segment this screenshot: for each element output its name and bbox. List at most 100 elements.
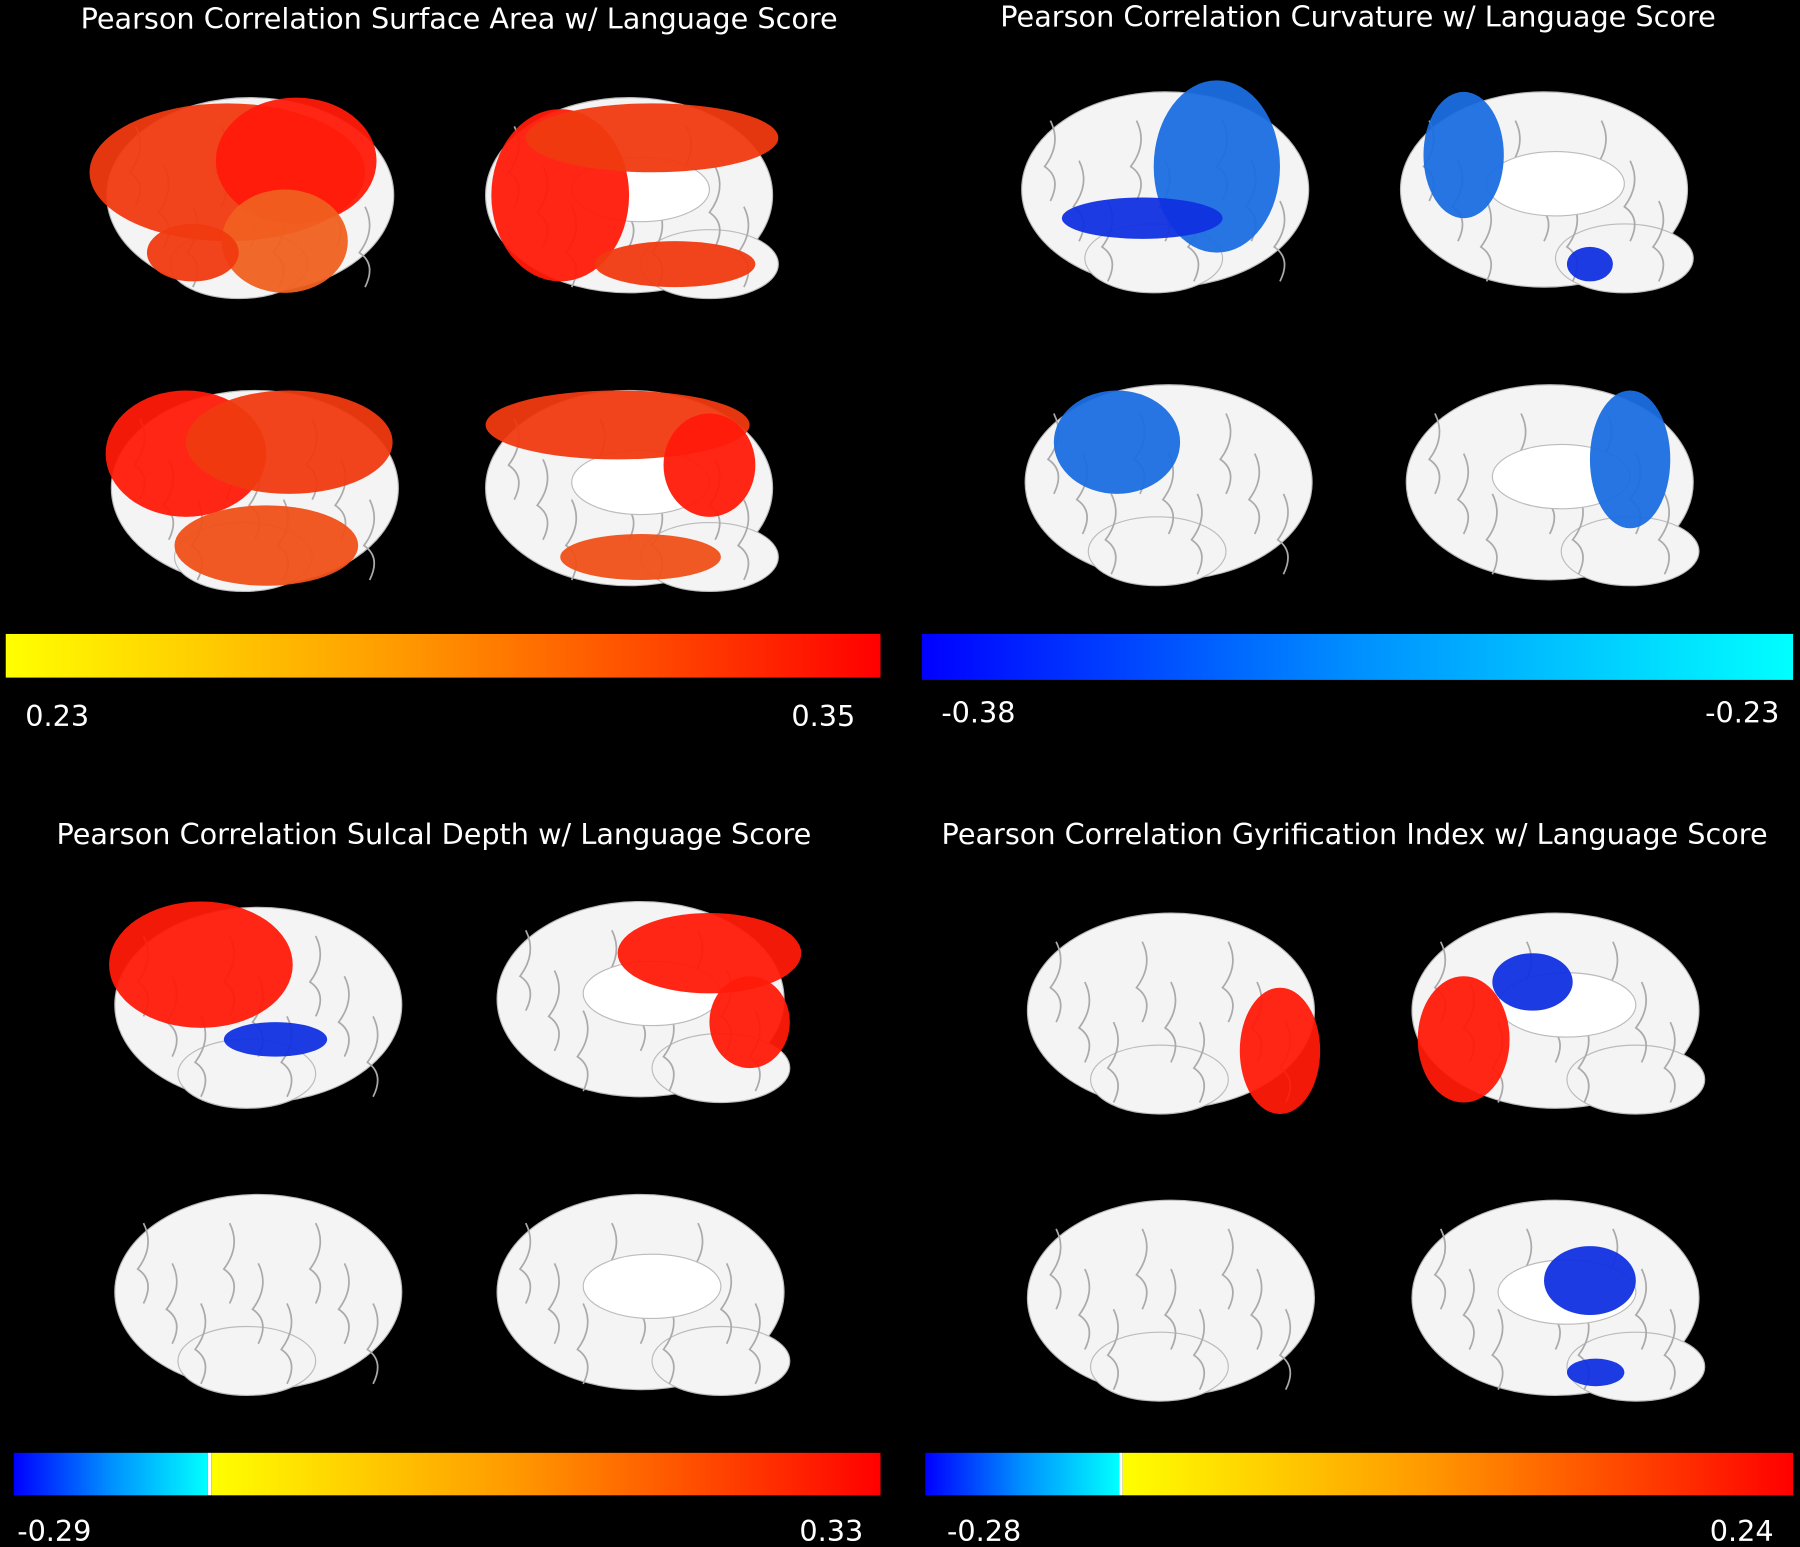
brain — [1026, 1199, 1315, 1402]
region — [1566, 246, 1613, 282]
sulcus — [1049, 941, 1062, 1023]
sulcus — [1219, 413, 1232, 495]
brain — [114, 1193, 403, 1396]
sulcus — [308, 935, 322, 1017]
sulcus — [1106, 1308, 1119, 1391]
sulcus — [1634, 1268, 1648, 1350]
sulcus — [708, 166, 721, 248]
brain-lobe — [651, 1325, 791, 1396]
sulcus — [1043, 120, 1056, 202]
brain — [1399, 91, 1694, 294]
sulcus — [1634, 981, 1648, 1063]
sulcus — [280, 1303, 293, 1385]
sulcus — [576, 1303, 589, 1385]
brain — [1021, 80, 1310, 294]
region — [1061, 197, 1223, 239]
brain-renders — [89, 80, 1706, 1402]
sulcus — [251, 1262, 264, 1345]
sulcus — [1456, 453, 1470, 535]
sulcus — [1221, 1228, 1234, 1310]
region — [1239, 987, 1321, 1115]
sulcus — [1129, 120, 1142, 202]
sulcus — [1491, 1308, 1504, 1391]
sulcus — [1663, 1021, 1676, 1103]
region — [221, 189, 348, 293]
sulcus — [165, 1262, 178, 1345]
sulcus — [337, 975, 350, 1057]
colorbar-min-label: -0.28 — [947, 1514, 1021, 1547]
brain — [496, 900, 802, 1104]
sulcus — [308, 1222, 322, 1304]
sulcus — [1104, 493, 1117, 575]
colorbar-divider — [1119, 1452, 1123, 1496]
colorbar-min-label: -0.38 — [941, 695, 1015, 729]
colorbar-max-label: 0.24 — [1710, 1514, 1774, 1547]
brain — [485, 97, 779, 300]
region — [1423, 91, 1504, 219]
colorbar-negative — [925, 1452, 1120, 1496]
brain — [109, 901, 403, 1109]
corpus-callosum — [1486, 151, 1625, 217]
sulcus — [1663, 1308, 1676, 1391]
sulcus — [1657, 493, 1670, 575]
sulcus — [1273, 200, 1286, 282]
brain-lobe — [1089, 1331, 1229, 1402]
sulcus — [1485, 493, 1498, 575]
sulcus — [1077, 981, 1091, 1063]
sulcus — [536, 459, 549, 541]
region — [1566, 1358, 1625, 1387]
sulcus — [136, 1222, 149, 1304]
sulcus — [1135, 1228, 1148, 1310]
brain-lobe — [1087, 516, 1227, 587]
sulcus — [1427, 413, 1441, 495]
brain — [1024, 384, 1313, 587]
region — [525, 103, 779, 173]
sulcus — [1462, 1268, 1475, 1350]
sulcus — [366, 1303, 379, 1385]
brain-lobe — [1566, 1044, 1706, 1115]
sulcus — [358, 206, 371, 288]
brain — [1411, 912, 1706, 1115]
panel-title: Pearson Correlation Surface Area w/ Lang… — [81, 2, 838, 36]
sulcus — [1250, 1268, 1263, 1350]
region — [185, 390, 393, 494]
sulcus — [1077, 1268, 1091, 1350]
colorbar-max-label: 0.33 — [799, 1514, 863, 1547]
colorbar-divider — [207, 1452, 212, 1496]
region — [146, 223, 239, 282]
sulcus — [1276, 493, 1289, 575]
sulcus — [362, 499, 376, 581]
sulcus — [1163, 981, 1177, 1063]
sulcus — [1049, 1228, 1062, 1310]
panel-title: Pearson Correlation Sulcal Depth w/ Lang… — [57, 817, 812, 851]
colorbar-negative — [13, 1452, 208, 1496]
region — [1589, 390, 1671, 529]
sulcus — [1221, 941, 1234, 1023]
sulcus — [222, 1222, 236, 1304]
colorbar — [5, 633, 881, 678]
sulcus — [1479, 200, 1493, 282]
brain-lobe — [177, 1325, 317, 1396]
sulcus — [193, 1016, 207, 1098]
sulcus — [1192, 1021, 1206, 1103]
brain — [1405, 384, 1700, 587]
corpus-callosum — [582, 1253, 722, 1320]
region — [174, 505, 359, 586]
region — [617, 913, 802, 994]
sulcus — [1163, 1268, 1177, 1350]
sulcus — [366, 1016, 379, 1098]
sulcus — [719, 1262, 733, 1345]
region — [1053, 390, 1181, 494]
region — [1417, 976, 1510, 1103]
region — [109, 901, 293, 1028]
sulcus — [1106, 1021, 1119, 1103]
sulcus — [1278, 1308, 1292, 1391]
colorbar-max-label: -0.23 — [1705, 695, 1779, 729]
brain — [105, 389, 399, 593]
sulcus — [748, 1303, 761, 1385]
sulcus — [518, 1222, 532, 1304]
region — [663, 413, 756, 517]
region — [223, 1022, 328, 1057]
brain — [1411, 1199, 1706, 1402]
